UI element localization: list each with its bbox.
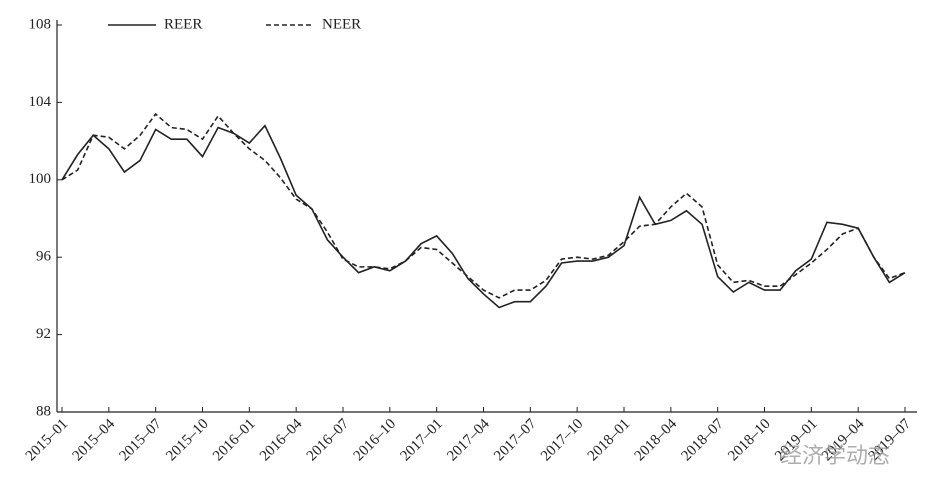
x-tick-label: 2016–10 xyxy=(351,416,399,464)
y-tick-label: 100 xyxy=(29,171,52,187)
x-tick-label: 2018–10 xyxy=(725,416,773,464)
x-tick-label: 2017–01 xyxy=(397,416,445,464)
x-tick-label: 2016–01 xyxy=(210,416,258,464)
x-tick-label: 2016–07 xyxy=(304,416,353,465)
y-tick-label: 104 xyxy=(29,94,52,110)
series-line xyxy=(61,124,906,309)
x-tick-label: 2016–04 xyxy=(257,416,306,465)
legend-label: NEER xyxy=(322,16,361,32)
series-line xyxy=(61,112,906,299)
y-tick-label: 88 xyxy=(36,403,51,419)
x-tick-label: 2017–07 xyxy=(491,416,540,465)
y-tick-label: 96 xyxy=(36,249,52,265)
x-tick-label: 2018–01 xyxy=(585,416,633,464)
x-tick-label: 2015–10 xyxy=(163,416,211,464)
watermark: 经济学动态 xyxy=(780,443,890,468)
x-tick-label: 2017–10 xyxy=(538,416,586,464)
legend-label: REER xyxy=(164,16,202,32)
y-tick-label: 92 xyxy=(36,326,51,342)
x-tick-label: 2015–07 xyxy=(116,416,165,465)
x-tick-label: 2018–04 xyxy=(632,416,681,465)
x-tick-label: 2018–07 xyxy=(678,416,727,465)
x-tick-label: 2017–04 xyxy=(444,416,493,465)
y-tick-label: 108 xyxy=(29,16,52,32)
x-tick-label: 2015–04 xyxy=(70,416,119,465)
x-tick-label: 2015–01 xyxy=(23,416,71,464)
